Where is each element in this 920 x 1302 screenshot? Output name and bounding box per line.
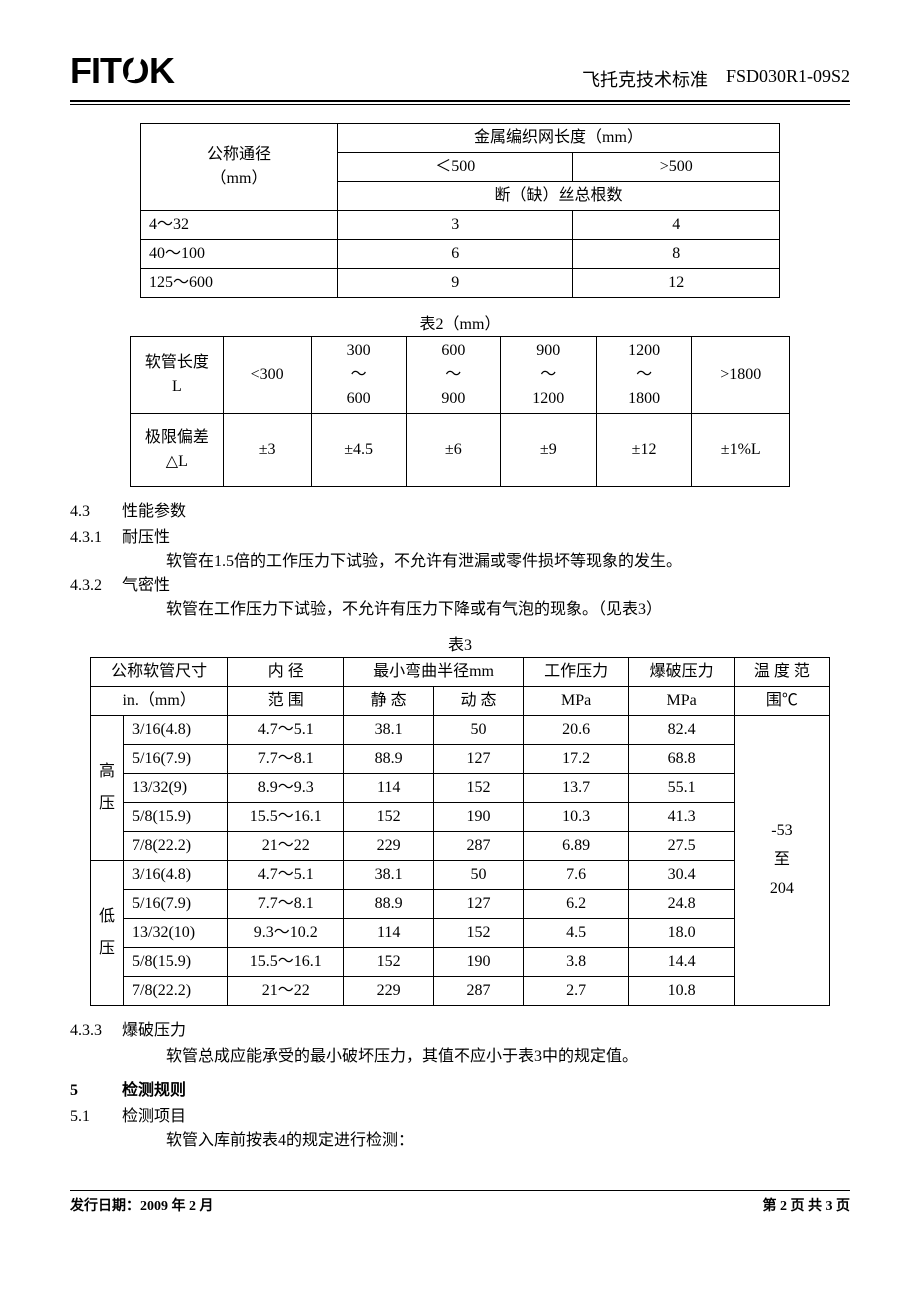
table-row: 低 压 3/16(4.8) 4.7～5.1 38.1 50 7.6 30.4 (91, 861, 830, 890)
low-pressure-label: 低 压 (91, 861, 124, 1006)
section-4-3-1-body: 软管在1.5倍的工作压力下试验，不允许有泄漏或零件损坏等现象的发生。 (166, 547, 850, 571)
table-row: 7/8(22.2) 21～22 229 287 6.89 27.5 (91, 832, 830, 861)
section-4-3-1: 4.3.1 耐压性 (70, 523, 850, 547)
issue-date: 发行日期：2009 年 2 月 (70, 1195, 214, 1215)
table-row: 高 压 3/16(4.8) 4.7～5.1 38.1 50 20.6 82.4 … (91, 716, 830, 745)
page-number: 第 2 页 共 3 页 (763, 1195, 851, 1215)
table-row: 5/16(7.9) 7.7～8.1 88.9 127 17.2 68.8 (91, 745, 830, 774)
t1-col-unit: （mm） (211, 170, 268, 187)
table-row: 5/8(15.9) 15.5～16.1 152 190 10.3 41.3 (91, 803, 830, 832)
t1-col-label: 公称通径 (207, 146, 271, 163)
section-5-1: 5.1 检测项目 (70, 1102, 850, 1126)
page-header: FITOK 飞托克技术标准 FSD030R1-09S2 (70, 50, 850, 92)
table-row: 40～100 6 8 (141, 240, 780, 269)
doc-code: FSD030R1-09S2 (726, 66, 850, 92)
section-5-1-body: 软管入库前按表4的规定进行检测： (166, 1126, 850, 1150)
table-row: 5/8(15.9) 15.5～16.1 152 190 3.8 14.4 (91, 948, 830, 977)
table-row: 5/16(7.9) 7.7～8.1 88.9 127 6.2 24.8 (91, 890, 830, 919)
table-performance: 公称软管尺寸 内 径 最小弯曲半径mm 工作压力 爆破压力 温 度 范 in.（… (90, 657, 830, 1006)
section-4-3-3: 4.3.3 爆破压力 (70, 1016, 850, 1040)
table2-caption: 表2（mm） (70, 310, 850, 334)
table-row: 125～600 9 12 (141, 269, 780, 298)
table-row: 13/32(10) 9.3～10.2 114 152 4.5 18.0 (91, 919, 830, 948)
table-length-tolerance: 软管长度 L <300 300 ～ 600 600 ～ 900 900 ～ 12… (130, 336, 790, 487)
table-row: 4～32 3 4 (141, 211, 780, 240)
t1-header-top: 金属编织网长度（mm） (338, 124, 780, 153)
table3-caption: 表3 (70, 631, 850, 655)
table-row: 7/8(22.2) 21～22 229 287 2.7 10.8 (91, 977, 830, 1006)
logo: FITOK (70, 50, 174, 92)
company-suffix: 飞托克技术标准 (582, 66, 708, 92)
temp-range: -53 至 204 (734, 716, 829, 1006)
section-4-3-3-body: 软管总成应能承受的最小破坏压力，其值不应小于表3中的规定值。 (166, 1042, 850, 1066)
t1-sub-left: ＜500 (338, 153, 573, 182)
high-pressure-label: 高 压 (91, 716, 124, 861)
section-4-3-2-body: 软管在工作压力下试验，不允许有压力下降或有气泡的现象。（见表3） (166, 595, 850, 619)
table-wire-breaks: 公称通径 （mm） 金属编织网长度（mm） ＜500 >500 断（缺）丝总根数… (140, 123, 780, 298)
page-footer: 发行日期：2009 年 2 月 第 2 页 共 3 页 (70, 1195, 850, 1215)
section-4-3-2: 4.3.2 气密性 (70, 571, 850, 595)
section-5: 5 检测规则 (70, 1076, 850, 1100)
doc-title-block: 飞托克技术标准 FSD030R1-09S2 (582, 66, 850, 92)
table-row: 13/32(9) 8.9～9.3 114 152 13.7 55.1 (91, 774, 830, 803)
section-4-3: 4.3 性能参数 (70, 497, 850, 521)
t1-sub-right: >500 (573, 153, 780, 182)
t1-header-bottom: 断（缺）丝总根数 (338, 182, 780, 211)
